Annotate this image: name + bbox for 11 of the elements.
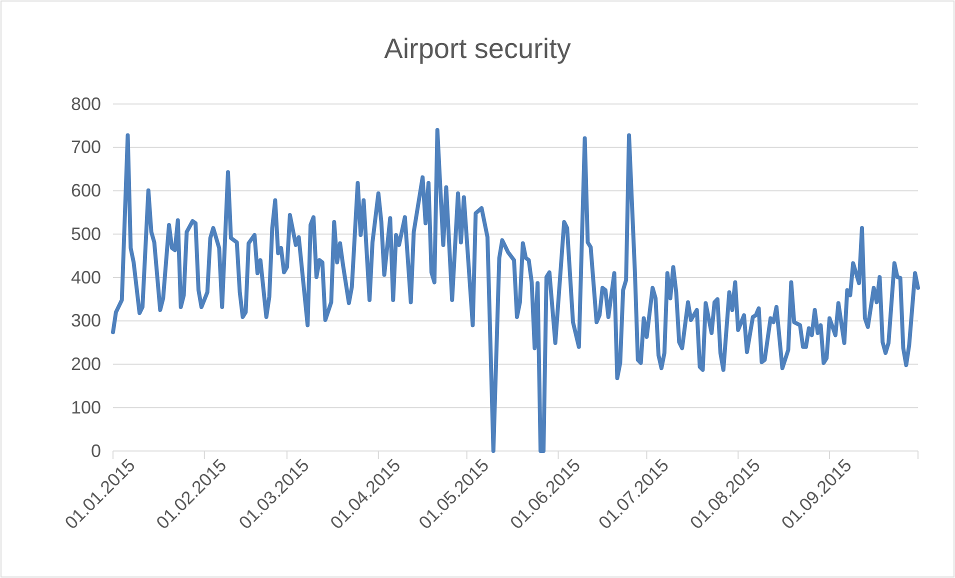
line-series xyxy=(111,128,920,453)
y-tick-label: 500 xyxy=(70,224,101,244)
y-tick-label: 800 xyxy=(70,94,101,114)
y-tick-label: 100 xyxy=(70,397,101,418)
y-tick-label: 200 xyxy=(70,354,101,374)
chart-title: Airport security xyxy=(384,33,571,64)
y-tick-label: 0 xyxy=(90,440,101,461)
y-tick-label: 400 xyxy=(70,267,101,288)
y-tick-label: 700 xyxy=(70,137,101,158)
y-tick-label: 600 xyxy=(70,180,101,201)
y-tick-label: 300 xyxy=(70,310,101,331)
